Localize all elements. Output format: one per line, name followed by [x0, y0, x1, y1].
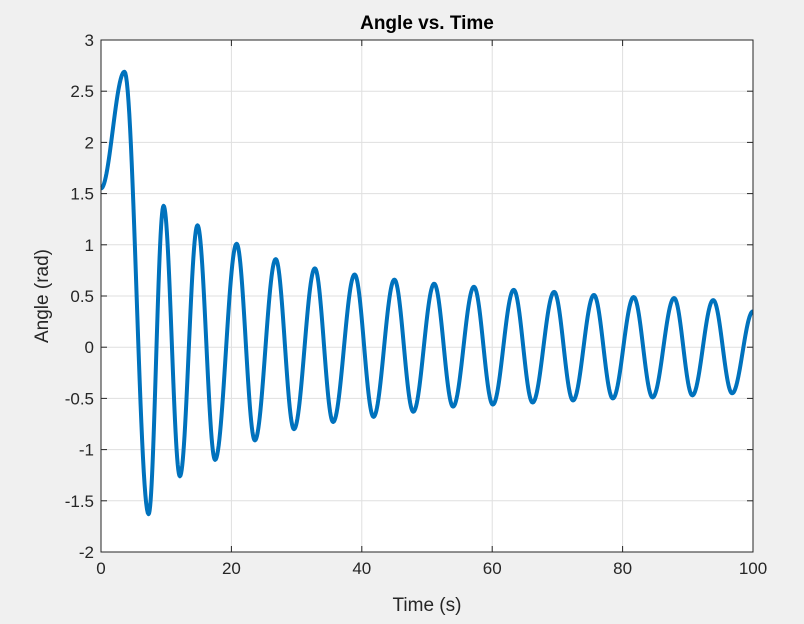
- y-tick-label: -1: [79, 441, 94, 460]
- x-tick-label: 100: [739, 559, 767, 578]
- y-tick-label: 0: [85, 338, 94, 357]
- y-tick-label: 1.5: [70, 185, 94, 204]
- x-tick-label: 0: [96, 559, 105, 578]
- y-tick-label: 2: [85, 133, 94, 152]
- y-tick-label: 2.5: [70, 82, 94, 101]
- y-tick-label: 1: [85, 236, 94, 255]
- y-tick-label: 3: [85, 31, 94, 50]
- series-layer: [99, 69, 755, 517]
- axes-frame: [100, 39, 754, 553]
- chart-title: Angle vs. Time: [360, 13, 494, 34]
- series-line: [99, 69, 755, 517]
- x-tick-label: 40: [352, 559, 371, 578]
- y-tick-label: -0.5: [65, 389, 94, 408]
- y-tick-label: -1.5: [65, 492, 94, 511]
- x-axis-label: Time (s): [393, 595, 462, 616]
- y-axis-label: Angle (rad): [32, 249, 53, 343]
- x-tick-label: 60: [483, 559, 502, 578]
- x-tick-label: 20: [222, 559, 241, 578]
- y-tick-label: 0.5: [70, 287, 94, 306]
- x-tick-label: 80: [613, 559, 632, 578]
- y-tick-label: -2: [79, 543, 94, 562]
- tick-labels: 0 20 40 60 80 100 -2 -1.5 -1 -0.5 0 0.5 1 1.5 2 2.5 3: [65, 31, 767, 578]
